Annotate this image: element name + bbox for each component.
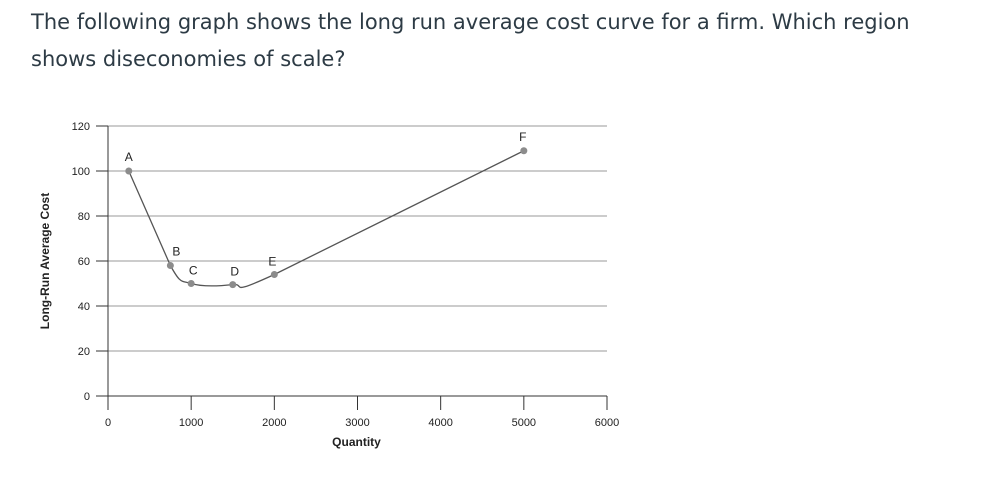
y-tick-label-60: 60 xyxy=(78,256,90,268)
y-tick-label-80: 80 xyxy=(78,211,90,223)
y-tick-label-40: 40 xyxy=(78,301,90,313)
point-F xyxy=(520,147,528,155)
point-D xyxy=(229,281,237,289)
x-tick-label-1000: 1000 xyxy=(179,417,203,429)
point-label-E: E xyxy=(268,255,276,269)
x-tick-label-5000: 5000 xyxy=(512,417,536,429)
x-tick-label-3000: 3000 xyxy=(345,417,369,429)
y-tick-label-0: 0 xyxy=(84,391,90,403)
point-label-C: C xyxy=(189,264,198,278)
point-label-B: B xyxy=(172,245,180,259)
question-text: The following graph shows the long run a… xyxy=(31,10,910,71)
y-tick-label-120: 120 xyxy=(72,121,90,133)
point-label-A: A xyxy=(125,150,133,164)
x-tick-label-2000: 2000 xyxy=(262,417,286,429)
lrac-curve xyxy=(128,150,525,289)
x-tick-label-6000: 6000 xyxy=(595,417,619,429)
y-axis-title: Long-Run Average Cost xyxy=(38,193,52,329)
point-label-D: D xyxy=(230,265,239,279)
x-tick-label-0: 0 xyxy=(105,417,111,429)
point-label-F: F xyxy=(519,130,526,144)
x-tick-label-4000: 4000 xyxy=(428,417,452,429)
y-tick-label-20: 20 xyxy=(78,346,90,358)
point-C xyxy=(187,280,195,287)
x-axis-title: Quantity xyxy=(332,435,381,449)
point-A xyxy=(125,167,133,175)
y-tick-label-100: 100 xyxy=(72,166,90,178)
point-B xyxy=(166,262,174,269)
point-E xyxy=(270,271,278,278)
